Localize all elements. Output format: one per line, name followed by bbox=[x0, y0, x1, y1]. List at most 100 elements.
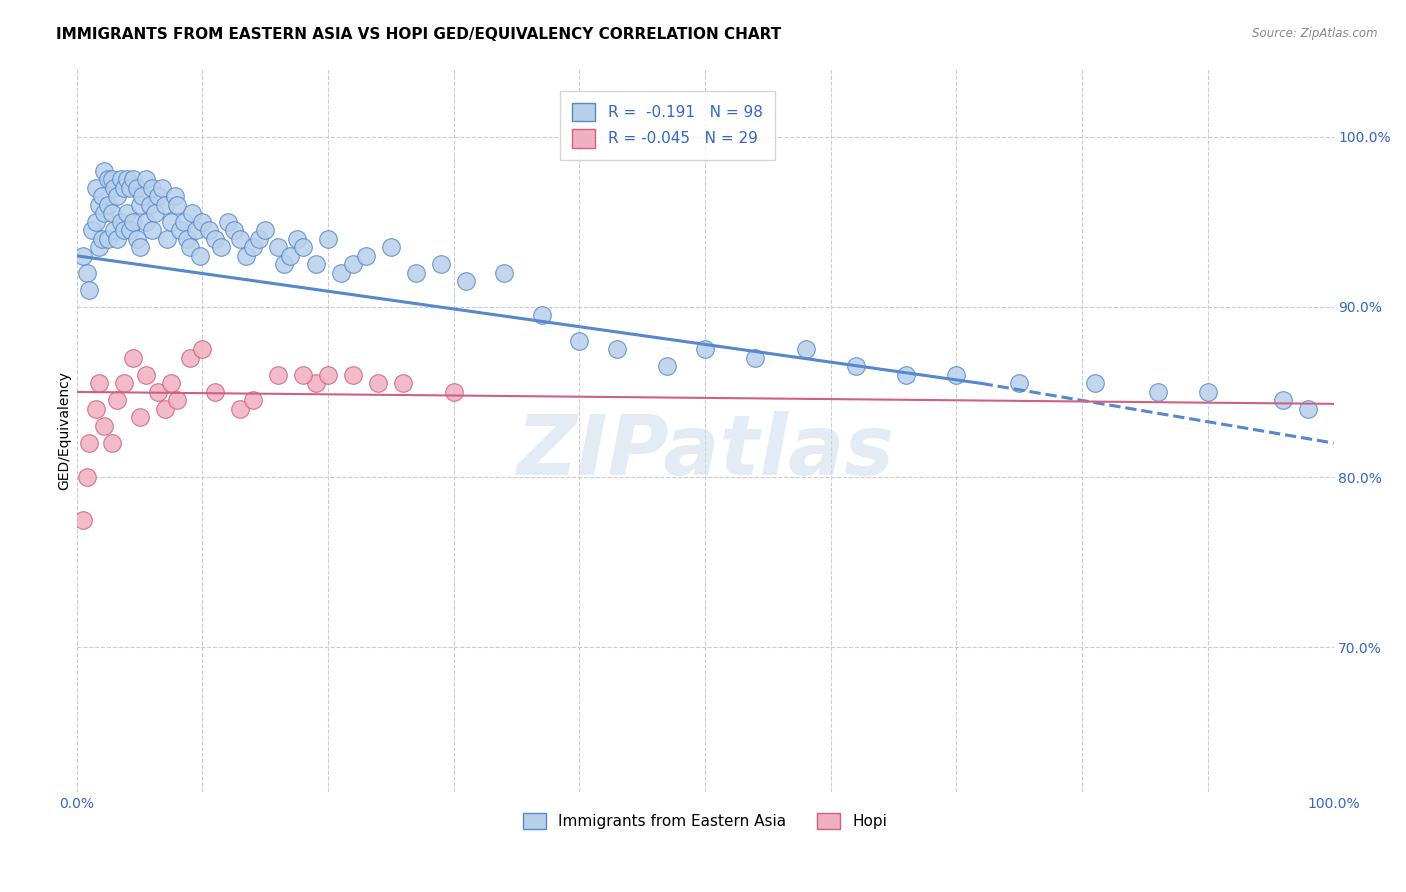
Point bbox=[148, 384, 170, 399]
Point bbox=[166, 393, 188, 408]
Point bbox=[93, 163, 115, 178]
Point bbox=[188, 249, 211, 263]
Point bbox=[160, 215, 183, 229]
Point bbox=[896, 368, 918, 382]
Point bbox=[456, 274, 478, 288]
Point bbox=[1008, 376, 1031, 391]
Point bbox=[222, 223, 245, 237]
Text: Source: ZipAtlas.com: Source: ZipAtlas.com bbox=[1253, 27, 1378, 40]
Point bbox=[1298, 401, 1320, 416]
Point bbox=[84, 215, 107, 229]
Point bbox=[114, 223, 136, 237]
Point bbox=[568, 334, 591, 348]
Point bbox=[103, 223, 125, 237]
Point bbox=[695, 343, 717, 357]
Point bbox=[110, 215, 132, 229]
Point bbox=[163, 189, 186, 203]
Point bbox=[118, 180, 141, 194]
Point bbox=[380, 240, 402, 254]
Point bbox=[128, 240, 150, 254]
Point bbox=[280, 249, 302, 263]
Point bbox=[530, 309, 553, 323]
Point bbox=[316, 368, 339, 382]
Point bbox=[492, 266, 515, 280]
Point bbox=[367, 376, 389, 391]
Point bbox=[153, 401, 176, 416]
Point bbox=[93, 419, 115, 434]
Point bbox=[744, 351, 766, 365]
Point bbox=[89, 197, 111, 211]
Point bbox=[197, 223, 219, 237]
Point bbox=[90, 232, 112, 246]
Point bbox=[166, 197, 188, 211]
Point bbox=[72, 513, 94, 527]
Point bbox=[131, 189, 153, 203]
Point bbox=[235, 249, 257, 263]
Point bbox=[128, 197, 150, 211]
Point bbox=[342, 257, 364, 271]
Point bbox=[1197, 384, 1219, 399]
Point bbox=[267, 368, 290, 382]
Point bbox=[125, 180, 148, 194]
Point bbox=[181, 206, 204, 220]
Point bbox=[242, 240, 264, 254]
Point bbox=[148, 189, 170, 203]
Point bbox=[156, 232, 179, 246]
Point bbox=[1084, 376, 1107, 391]
Point bbox=[242, 393, 264, 408]
Point bbox=[84, 180, 107, 194]
Point bbox=[176, 232, 198, 246]
Point bbox=[105, 232, 128, 246]
Point bbox=[93, 206, 115, 220]
Point bbox=[273, 257, 295, 271]
Point bbox=[291, 368, 314, 382]
Point bbox=[122, 215, 145, 229]
Point bbox=[115, 206, 138, 220]
Point bbox=[285, 232, 308, 246]
Point bbox=[184, 223, 207, 237]
Point bbox=[392, 376, 415, 391]
Point bbox=[101, 206, 124, 220]
Point bbox=[105, 393, 128, 408]
Point bbox=[247, 232, 270, 246]
Point bbox=[267, 240, 290, 254]
Point bbox=[135, 172, 157, 186]
Point bbox=[79, 283, 101, 297]
Point bbox=[191, 343, 214, 357]
Point bbox=[845, 359, 868, 374]
Point bbox=[329, 266, 352, 280]
Point bbox=[606, 343, 628, 357]
Point bbox=[114, 376, 136, 391]
Point bbox=[128, 410, 150, 425]
Text: IMMIGRANTS FROM EASTERN ASIA VS HOPI GED/EQUIVALENCY CORRELATION CHART: IMMIGRANTS FROM EASTERN ASIA VS HOPI GED… bbox=[56, 27, 782, 42]
Point bbox=[122, 172, 145, 186]
Point bbox=[114, 180, 136, 194]
Point bbox=[179, 240, 201, 254]
Point bbox=[143, 206, 166, 220]
Point bbox=[304, 376, 326, 391]
Point bbox=[945, 368, 967, 382]
Point bbox=[209, 240, 232, 254]
Point bbox=[101, 436, 124, 450]
Point bbox=[304, 257, 326, 271]
Point bbox=[229, 401, 252, 416]
Legend: Immigrants from Eastern Asia, Hopi: Immigrants from Eastern Asia, Hopi bbox=[517, 806, 893, 835]
Point bbox=[443, 384, 465, 399]
Point bbox=[97, 197, 120, 211]
Point bbox=[173, 215, 195, 229]
Point bbox=[138, 197, 160, 211]
Point bbox=[204, 232, 226, 246]
Point bbox=[79, 436, 101, 450]
Point bbox=[657, 359, 679, 374]
Point bbox=[122, 351, 145, 365]
Point bbox=[103, 180, 125, 194]
Point bbox=[135, 215, 157, 229]
Point bbox=[89, 376, 111, 391]
Point bbox=[430, 257, 453, 271]
Point bbox=[405, 266, 427, 280]
Point bbox=[141, 223, 163, 237]
Point bbox=[135, 368, 157, 382]
Point bbox=[254, 223, 277, 237]
Point bbox=[115, 172, 138, 186]
Point bbox=[217, 215, 239, 229]
